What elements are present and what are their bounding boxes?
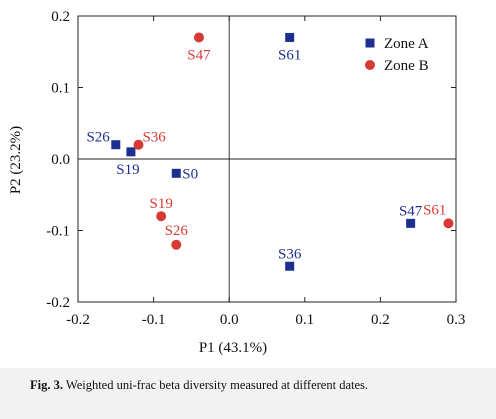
zone-a-point-s47-label: S47	[399, 203, 423, 219]
y-tick-label: -0.2	[46, 295, 70, 311]
legend-square-marker	[365, 38, 375, 48]
zone-a-point-s19	[126, 147, 136, 157]
zone-a-point-s26	[111, 140, 121, 150]
y-axis-label: P2 (23.2%)	[8, 126, 24, 194]
legend: Zone A Zone B	[365, 36, 429, 74]
x-tick-label: 0.3	[447, 312, 466, 328]
caption-label: Fig. 3.	[30, 378, 63, 392]
x-axis-label: P1 (43.1%)	[199, 340, 267, 356]
zone-b-point-s26-label: S26	[165, 223, 189, 239]
x-tick-label: 0.2	[371, 312, 390, 328]
zone-b-point-s47	[193, 32, 204, 43]
y-tick-label: 0.0	[51, 152, 70, 168]
zone-b-point-s36-label: S36	[142, 130, 166, 146]
y-tick-label: 0.2	[51, 9, 70, 25]
zone-b-point-s19	[156, 211, 167, 222]
zone-b-point-s19-label: S19	[149, 196, 172, 212]
zone-a-point-s61-label: S61	[278, 47, 301, 63]
zone-b-point-s61-label: S61	[423, 202, 446, 218]
x-tick-label: -0.2	[66, 312, 90, 328]
zone-a-point-s0	[171, 168, 181, 178]
legend-circle-marker	[365, 60, 375, 70]
zone-b-point-s36	[133, 139, 144, 150]
legend-label-zone-a: Zone A	[384, 36, 429, 52]
legend-label-zone-b: Zone B	[384, 58, 429, 74]
x-tick-label: 0.0	[220, 312, 239, 328]
scatter-plot: -0.2 -0.1 0.0 0.1 0.2 0.3 0.2 0.1 0.0 -0.1 -0.2 S6…	[8, 9, 465, 356]
x-tick-label: 0.1	[295, 312, 314, 328]
x-tick-label: -0.1	[142, 312, 166, 328]
zone-a-point-s36-label: S36	[278, 246, 302, 262]
zone-a-point-s47	[406, 218, 416, 228]
data-points	[111, 32, 454, 271]
zone-a-point-s61	[285, 32, 295, 42]
caption-text: Weighted uni-frac beta diversity measure…	[65, 378, 369, 392]
zone-a-point-s19-label: S19	[116, 162, 139, 178]
figure-caption: Fig. 3. Weighted uni-frac beta diversity…	[30, 378, 490, 393]
zone-a-point-s26-label: S26	[86, 130, 110, 146]
y-tick-label: -0.1	[46, 224, 70, 240]
y-tick-label: 0.1	[51, 81, 70, 97]
caption-background	[0, 368, 496, 419]
tick-labels: -0.2 -0.1 0.0 0.1 0.2 0.3 0.2 0.1 0.0 -0.1 -0.2	[46, 9, 465, 328]
zone-a-point-s0-label: S0	[182, 166, 198, 182]
zone-b-point-s61	[443, 218, 454, 229]
zone-b-point-s47-label: S47	[187, 47, 211, 63]
zone-a-point-s36	[285, 261, 295, 271]
zone-b-point-s26	[171, 239, 182, 250]
